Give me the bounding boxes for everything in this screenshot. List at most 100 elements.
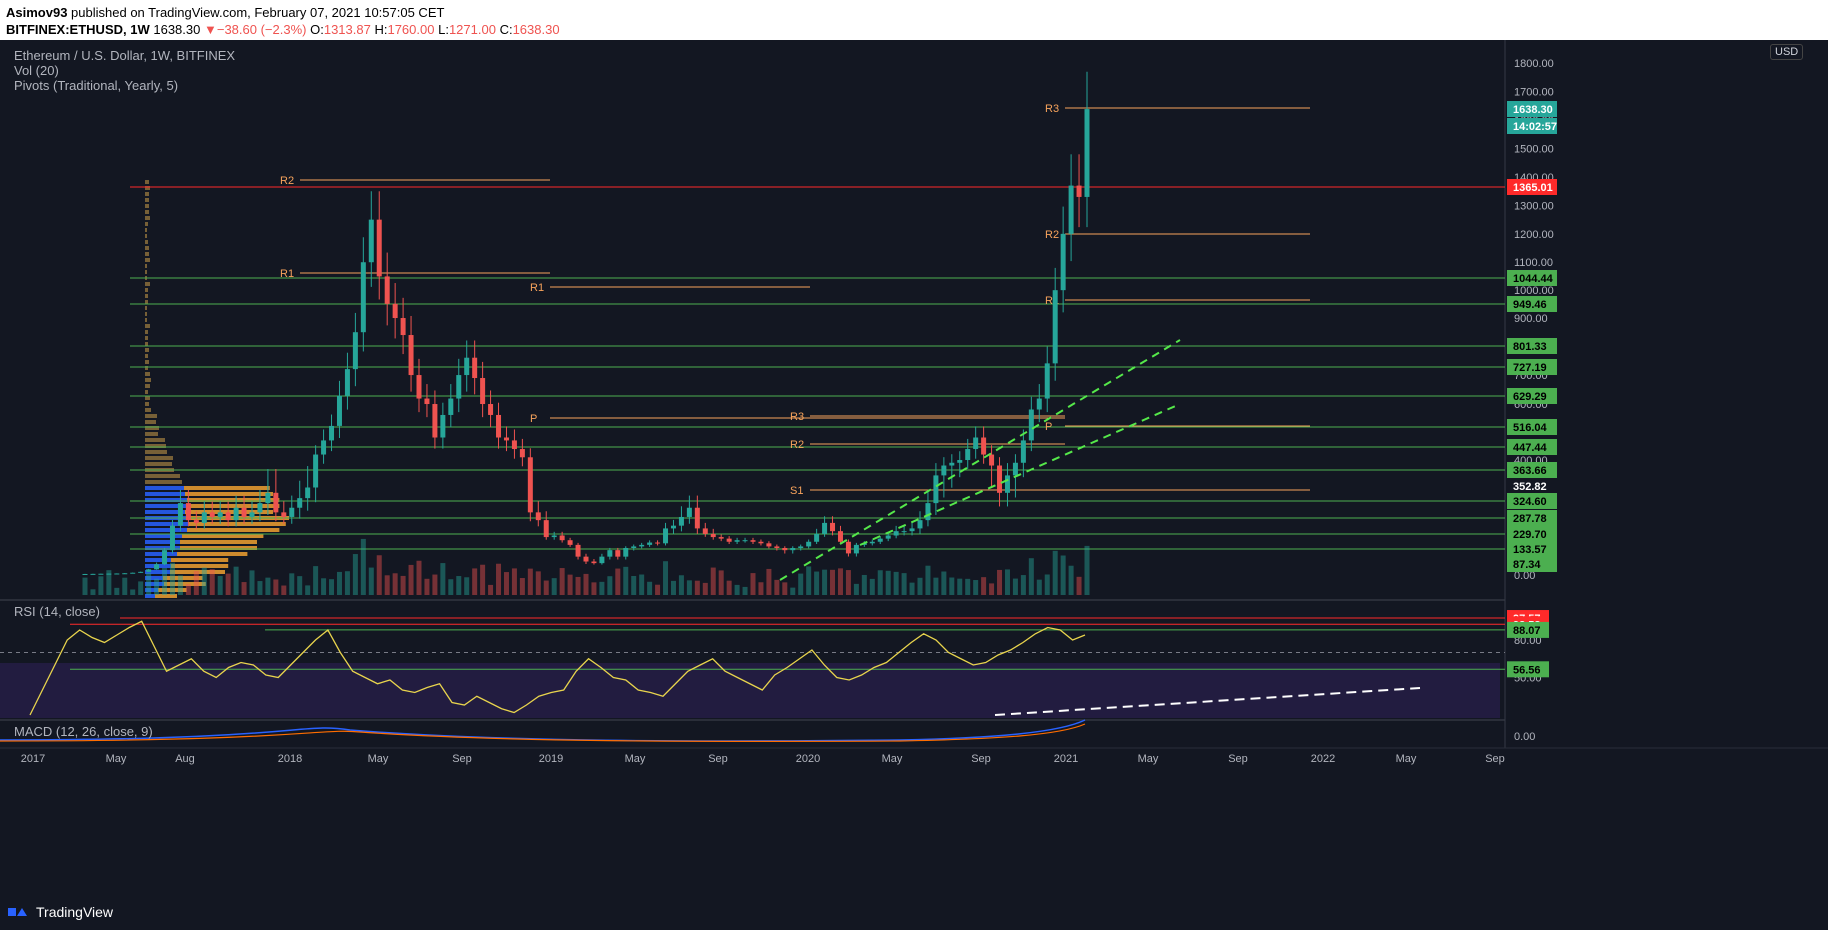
tradingview-logo[interactable]: TradingView [8, 904, 113, 920]
x-tick-label: May [625, 753, 646, 765]
macd-legend[interactable]: MACD (12, 26, close, 9) [14, 724, 153, 739]
candle-body [424, 399, 429, 404]
brand-label: TradingView [36, 904, 113, 920]
open-value: 1313.87 [324, 22, 371, 37]
volume-bar [265, 578, 270, 595]
candle-body [814, 534, 819, 542]
price-tag-label: 727.19 [1513, 362, 1547, 374]
candle-body [695, 508, 700, 529]
volume-bar [83, 578, 88, 595]
price-tag-label: 1365.01 [1513, 182, 1553, 194]
candle-body [440, 415, 445, 438]
volume-bar [671, 581, 676, 595]
x-tick-label: 2020 [796, 753, 820, 765]
candle-body [552, 536, 557, 538]
candle-body [83, 574, 88, 575]
volume-bar [544, 581, 549, 595]
volume-profile-bar [145, 240, 148, 244]
volume-profile-bar [145, 558, 171, 562]
low-value: 1271.00 [449, 22, 496, 37]
volume-profile-bar [145, 348, 149, 352]
candle-body [265, 493, 270, 503]
price-tag-label: 801.33 [1513, 341, 1547, 353]
volume-bar [774, 580, 779, 595]
volume-bar [377, 555, 382, 595]
legend-title[interactable]: Ethereum / U.S. Dollar, 1W, BITFINEX [14, 48, 235, 63]
volume-profile-bar [145, 474, 180, 478]
candle-body [417, 375, 422, 398]
volume-bar [138, 581, 143, 595]
chart-area[interactable]: 1800.001700.001600.001500.001400.001300.… [0, 40, 1828, 908]
volume-bar [448, 579, 453, 595]
legend-vol[interactable]: Vol (20) [14, 63, 235, 78]
candle-body [520, 449, 525, 457]
volume-bar [846, 570, 851, 595]
volume-bar [933, 578, 938, 595]
candle-body [257, 503, 262, 512]
candle-body [735, 540, 740, 542]
volume-profile-bar [187, 504, 279, 508]
x-tick-label: Sep [1485, 753, 1505, 765]
publisher-name[interactable]: Asimov93 [6, 5, 67, 20]
candle-body [432, 404, 437, 437]
candle-body [162, 550, 167, 564]
volume-bar [297, 576, 302, 595]
candle-body [504, 438, 509, 441]
last-price: 1638.30 [153, 22, 200, 37]
volume-profile-bar [145, 198, 149, 202]
candle-body [170, 526, 175, 551]
candle-body [727, 539, 732, 542]
volume-bar [639, 575, 644, 595]
volume-bar [504, 572, 509, 595]
volume-bar [305, 585, 310, 595]
volume-bar [1077, 577, 1082, 595]
volume-bar [154, 579, 159, 595]
volume-bar [822, 570, 827, 595]
candle-body [313, 455, 318, 488]
rsi-band [0, 663, 1500, 718]
volume-bar [902, 573, 907, 595]
y-tick-label: 1500.00 [1514, 143, 1554, 155]
candle-body [949, 463, 954, 466]
legend-pivots[interactable]: Pivots (Traditional, Yearly, 5) [14, 78, 235, 93]
volume-bar [528, 569, 533, 595]
candle-body [822, 523, 827, 534]
volume-bar [1037, 580, 1042, 595]
volume-bar [703, 583, 708, 595]
volume-bar [584, 574, 589, 595]
volume-bar [743, 587, 748, 595]
volume-bar [790, 588, 795, 595]
y-tick-label: 1700.00 [1514, 86, 1554, 98]
volume-bar [202, 568, 207, 595]
candle-body [1069, 186, 1074, 234]
volume-profile-bar [145, 288, 148, 292]
volume-bar [417, 561, 422, 595]
volume-bar [194, 571, 199, 595]
candle-body [385, 276, 390, 303]
candle-body [591, 562, 596, 564]
x-tick-label: Sep [971, 753, 991, 765]
rsi-legend[interactable]: RSI (14, close) [14, 604, 100, 619]
candle-body [918, 520, 923, 528]
volume-bar [679, 575, 684, 595]
currency-badge[interactable]: USD [1770, 44, 1803, 60]
close-value: 1638.30 [513, 22, 560, 37]
candle-body [743, 540, 748, 541]
x-tick-label: 2022 [1311, 753, 1335, 765]
candle-body [647, 543, 652, 545]
candle-body [663, 528, 668, 543]
close-label: C: [500, 22, 513, 37]
volume-bar [981, 577, 986, 595]
candle-body [377, 220, 382, 277]
publish-header: Asimov93 published on TradingView.com, F… [0, 0, 1828, 40]
candle-body [178, 503, 183, 526]
volume-bar [918, 578, 923, 595]
volume-bar [122, 578, 127, 595]
candle-body [631, 546, 636, 548]
candle-body [218, 512, 223, 517]
candle-body [925, 503, 930, 520]
volume-bar [1069, 566, 1074, 595]
price-chart-svg[interactable]: 1800.001700.001600.001500.001400.001300.… [0, 40, 1828, 900]
candle-body [536, 512, 541, 520]
candle-body [584, 557, 589, 562]
